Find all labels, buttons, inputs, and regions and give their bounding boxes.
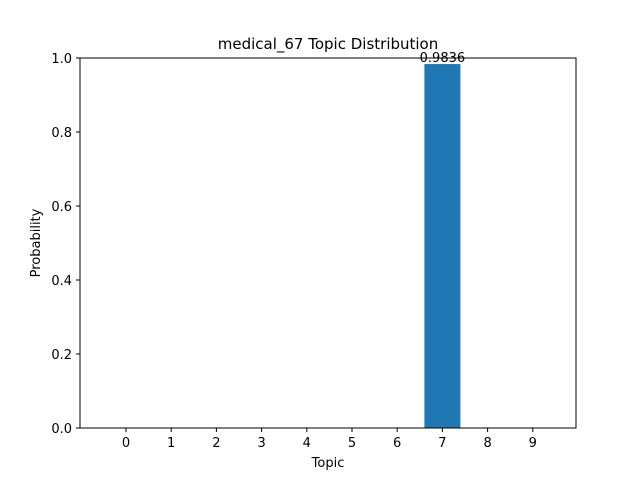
y-axis-label: Probability: [29, 208, 44, 277]
x-tick-label: 3: [257, 436, 265, 451]
data-labels: 0.9836: [420, 51, 466, 66]
data-label-topic-7: 0.9836: [420, 51, 466, 66]
x-tick-label: 7: [438, 436, 446, 451]
y-tick-label: 0.8: [51, 126, 72, 141]
x-axis-label: Topic: [311, 456, 345, 471]
x-axis-ticks: 0 1 2 3 4 5 6 7 8 9: [122, 428, 537, 451]
y-axis-ticks: 0.0 0.2 0.4 0.6 0.8 1.0: [51, 52, 80, 437]
y-tick-label: 0.0: [51, 422, 72, 437]
y-tick-label: 0.4: [51, 274, 72, 289]
x-tick-label: 2: [212, 436, 220, 451]
x-tick-label: 6: [393, 436, 401, 451]
plot-area-frame: [79, 57, 577, 429]
chart-title: medical_67 Topic Distribution: [218, 35, 439, 54]
x-tick-label: 1: [167, 436, 175, 451]
bar-topic-7: [424, 64, 461, 429]
y-tick-label: 1.0: [51, 52, 72, 67]
bars-group: [424, 64, 461, 429]
y-tick-label: 0.6: [51, 200, 72, 215]
x-tick-label: 5: [348, 436, 356, 451]
x-tick-label: 4: [303, 436, 311, 451]
x-tick-label: 8: [483, 436, 491, 451]
x-tick-label: 9: [529, 436, 537, 451]
y-tick-label: 0.2: [51, 348, 72, 363]
x-tick-label: 0: [122, 436, 130, 451]
